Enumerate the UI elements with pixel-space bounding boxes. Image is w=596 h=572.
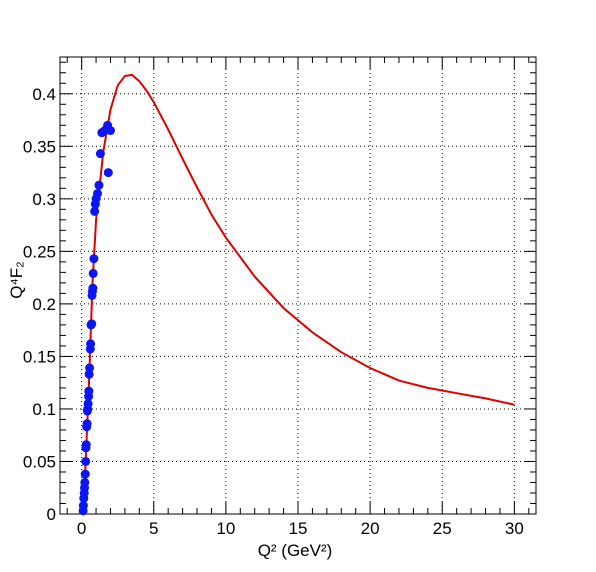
grid-layer	[60, 57, 536, 514]
x-axis-label: Q² (GeV²)	[258, 541, 333, 560]
x-tick-label: 0	[77, 519, 86, 538]
y-tick-label: 0.4	[32, 85, 56, 104]
data-point	[93, 189, 103, 199]
data-point	[90, 206, 100, 216]
data-point	[105, 126, 115, 136]
data-point	[80, 469, 90, 479]
y-tick-label: 0.3	[32, 190, 56, 209]
data-point	[85, 363, 95, 373]
data-point	[95, 149, 105, 159]
x-tick-label: 5	[149, 519, 158, 538]
data-point	[80, 477, 90, 487]
data-point	[81, 440, 91, 450]
tick-label-layer: 0 5 10 15 20 25 30 0 0.05 0.1 0.15 0.2 0.25 0.3 0.35 0.…	[23, 85, 524, 538]
data-point	[103, 168, 113, 178]
y-tick-label: 0.05	[23, 452, 56, 471]
fit-curve	[80, 73, 515, 515]
x-tick-label: 25	[433, 519, 452, 538]
y-tick-label: 0.2	[32, 295, 56, 314]
x-tick-label: 15	[289, 519, 308, 538]
data-point	[86, 339, 96, 349]
tick-layer	[60, 57, 536, 515]
y-tick-label: 0	[47, 505, 56, 524]
y-tick-label: 0.35	[23, 137, 56, 156]
y-tick-label: 0.25	[23, 242, 56, 261]
y-tick-label: 0.1	[32, 400, 56, 419]
data-point	[81, 456, 91, 466]
data-point	[94, 180, 104, 190]
y-tick-label: 0.15	[23, 347, 56, 366]
x-tick-label: 10	[216, 519, 235, 538]
data-point	[88, 268, 98, 278]
x-tick-label: 30	[505, 519, 524, 538]
y-axis-label: Q⁴F₂	[7, 261, 26, 299]
x-tick-label: 20	[361, 519, 380, 538]
data-point	[78, 501, 88, 511]
data-point	[82, 419, 92, 429]
data-point	[87, 319, 97, 329]
data-point	[89, 254, 99, 264]
data-point	[83, 399, 93, 409]
series-layer	[78, 73, 515, 516]
data-point	[88, 283, 98, 293]
data-point	[84, 386, 94, 396]
